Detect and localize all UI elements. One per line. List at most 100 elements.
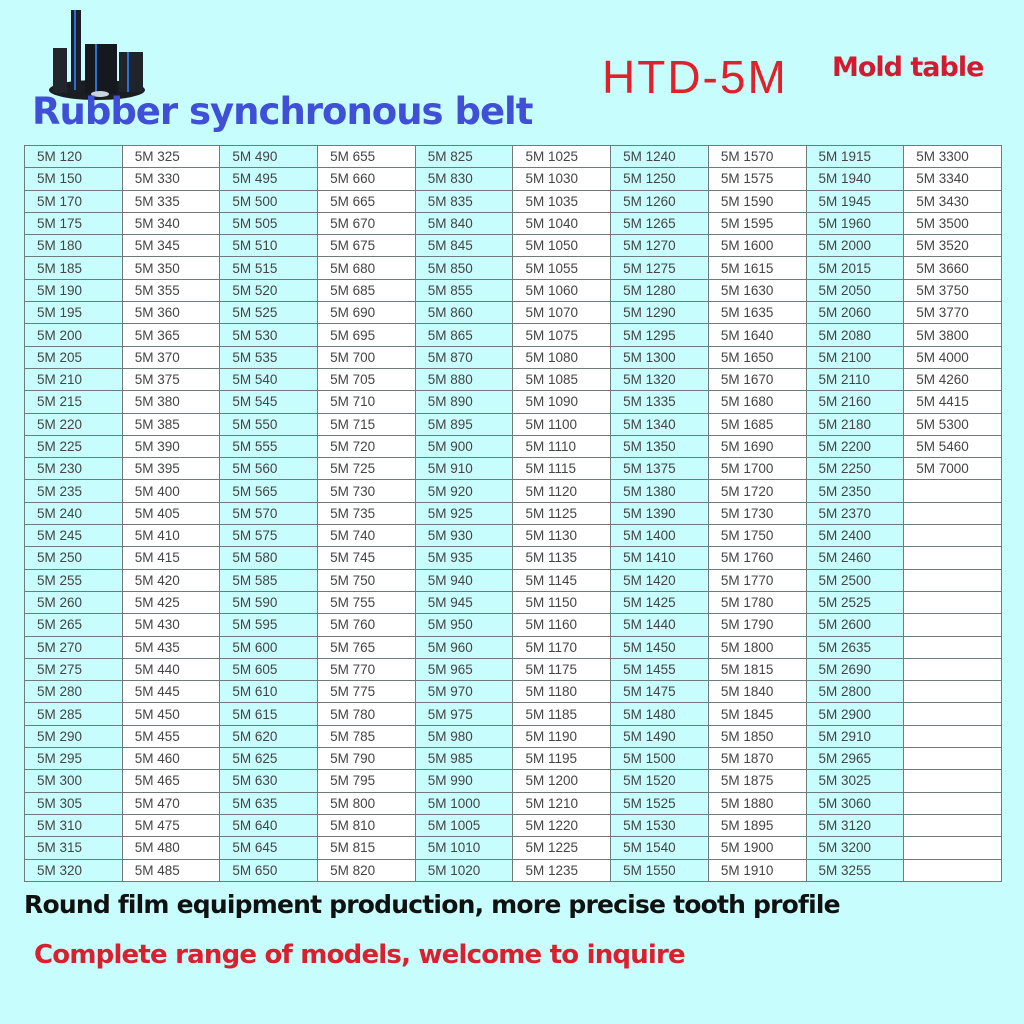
table-row: 5M 260 5M 425 5M 590 5M 755 5M 945 5M 1150 5M … [24, 590, 1002, 615]
table-row: 5M 150 5M 330 5M 495 5M 660 5M 830 5M 1030 5M … [24, 167, 1002, 191]
table-cell: 5M 1260 [610, 189, 709, 213]
table-cell: 5M 445 [121, 680, 221, 704]
table-cell: 5M 565 [219, 479, 319, 503]
table-cell: 5M 1520 [610, 769, 709, 793]
table-cell: 5M 1020 [414, 858, 514, 882]
table-cell: 5M 630 [219, 769, 319, 793]
table-cell: 5M 1780 [707, 590, 807, 615]
table-row: 5M 215 5M 380 5M 545 5M 710 5M 890 5M 1090 5M … [24, 390, 1002, 414]
table-cell: 5M 785 [317, 724, 416, 749]
table-cell: 5M 380 [121, 390, 221, 414]
mold-table: 5M 120 5M 325 5M 490 5M 655 5M 825 5M 1025 5M … [24, 144, 1002, 882]
table-cell: 5M 400 [121, 479, 221, 503]
table-cell: 5M 1195 [512, 747, 612, 771]
table-cell: 5M 695 [317, 323, 416, 347]
table-cell: 5M 195 [24, 301, 123, 325]
table-cell: 5M 1090 [512, 390, 612, 414]
table-cell: 5M 235 [24, 479, 123, 503]
table-cell: 5M 2060 [805, 301, 905, 325]
table-cell: 5M 355 [121, 278, 221, 303]
table-cell: 5M 1270 [610, 234, 709, 258]
table-cell: 5M 1265 [610, 211, 709, 236]
table-row: 5M 250 5M 415 5M 580 5M 745 5M 935 5M 1135 5M … [24, 546, 1002, 570]
table-cell: 5M 180 [24, 234, 123, 258]
table-cell: 5M 1050 [512, 234, 612, 258]
table-cell: 5M 430 [121, 613, 221, 637]
table-cell: 5M 1390 [610, 501, 709, 526]
table-cell: 5M 670 [317, 211, 416, 236]
table-cell: 5M 1685 [707, 412, 807, 436]
table-cell: 5M 1340 [610, 412, 709, 436]
table-cell: 5M 395 [121, 457, 221, 481]
table-cell: 5M 310 [24, 813, 123, 838]
table-cell: 5M 1880 [707, 791, 807, 815]
table-cell: 5M 7000 [903, 457, 1002, 481]
table-cell [903, 813, 1002, 838]
table-cell: 5M 555 [219, 434, 319, 459]
table-cell: 5M 925 [414, 501, 514, 526]
table-cell: 5M 1730 [707, 501, 807, 526]
table-cell: 5M 930 [414, 524, 514, 548]
table-row: 5M 290 5M 455 5M 620 5M 785 5M 980 5M 1190 5M … [24, 724, 1002, 749]
table-cell: 5M 455 [121, 724, 221, 749]
table-row: 5M 275 5M 440 5M 605 5M 770 5M 965 5M 1175 5M … [24, 657, 1002, 682]
table-cell: 5M 1595 [707, 211, 807, 236]
table-cell: 5M 585 [219, 568, 319, 592]
table-cell: 5M 260 [24, 590, 123, 615]
table-cell: 5M 610 [219, 680, 319, 704]
table-cell: 5M 1815 [707, 657, 807, 682]
table-cell: 5M 1130 [512, 524, 612, 548]
table-cell: 5M 330 [121, 167, 221, 191]
table-row: 5M 220 5M 385 5M 550 5M 715 5M 895 5M 1100 5M … [24, 412, 1002, 436]
table-row: 5M 270 5M 435 5M 600 5M 765 5M 960 5M 1170 5M … [24, 635, 1002, 659]
table-cell: 5M 945 [414, 590, 514, 615]
table-cell: 5M 880 [414, 367, 514, 392]
table-row: 5M 305 5M 470 5M 635 5M 800 5M 1000 5M 1210 5M… [24, 791, 1002, 815]
table-cell: 5M 1500 [610, 747, 709, 771]
table-cell: 5M 1335 [610, 390, 709, 414]
table-cell: 5M 2160 [805, 390, 905, 414]
table-cell: 5M 1945 [805, 189, 905, 213]
table-cell: 5M 2635 [805, 635, 905, 659]
table-cell: 5M 420 [121, 568, 221, 592]
table-cell: 5M 710 [317, 390, 416, 414]
table-cell: 5M 3660 [903, 256, 1002, 280]
table-cell: 5M 300 [24, 769, 123, 793]
table-row: 5M 185 5M 350 5M 515 5M 680 5M 850 5M 1055 5M … [24, 256, 1002, 280]
table-row: 5M 180 5M 345 5M 510 5M 675 5M 845 5M 1050 5M … [24, 234, 1002, 258]
table-cell: 5M 1750 [707, 524, 807, 548]
table-cell: 5M 680 [317, 256, 416, 280]
table-cell: 5M 385 [121, 412, 221, 436]
table-cell: 5M 1280 [610, 278, 709, 303]
table-cell: 5M 810 [317, 813, 416, 838]
table-cell: 5M 950 [414, 613, 514, 637]
table-cell: 5M 1570 [707, 144, 807, 169]
table-cell: 5M 595 [219, 613, 319, 637]
table-cell: 5M 690 [317, 301, 416, 325]
table-cell: 5M 1235 [512, 858, 612, 882]
table-cell: 5M 850 [414, 256, 514, 280]
table-cell: 5M 290 [24, 724, 123, 749]
table-cell: 5M 845 [414, 234, 514, 258]
table-cell: 5M 250 [24, 546, 123, 570]
table-cell: 5M 230 [24, 457, 123, 481]
table-cell: 5M 775 [317, 680, 416, 704]
table-cell: 5M 480 [121, 836, 221, 860]
table-cell: 5M 1190 [512, 724, 612, 749]
table-cell: 5M 3200 [805, 836, 905, 860]
table-cell: 5M 1700 [707, 457, 807, 481]
table-cell: 5M 1350 [610, 434, 709, 459]
table-cell: 5M 415 [121, 546, 221, 570]
table-cell: 5M 1055 [512, 256, 612, 280]
table-cell: 5M 1770 [707, 568, 807, 592]
table-cell: 5M 1640 [707, 323, 807, 347]
footer-line-2: Complete range of models, welcome to inq… [34, 940, 686, 970]
table-cell: 5M 2690 [805, 657, 905, 682]
table-cell [903, 769, 1002, 793]
table-cell: 5M 1650 [707, 345, 807, 369]
table-cell: 5M 245 [24, 524, 123, 548]
table-cell: 5M 860 [414, 301, 514, 325]
table-cell: 5M 545 [219, 390, 319, 414]
table-cell: 5M 575 [219, 524, 319, 548]
table-cell: 5M 370 [121, 345, 221, 369]
